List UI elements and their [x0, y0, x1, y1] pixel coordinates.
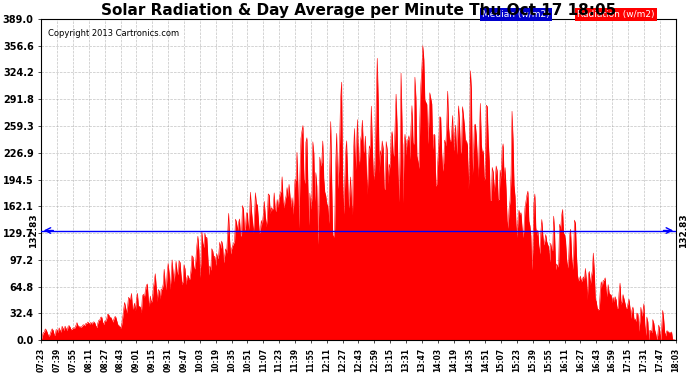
Text: 132.83: 132.83 — [29, 213, 38, 248]
Text: Median (w/m2): Median (w/m2) — [482, 10, 550, 19]
Text: Copyright 2013 Cartronics.com: Copyright 2013 Cartronics.com — [48, 28, 179, 38]
Text: Radiation (w/m2): Radiation (w/m2) — [578, 10, 655, 19]
Title: Solar Radiation & Day Average per Minute Thu Oct 17 18:05: Solar Radiation & Day Average per Minute… — [101, 3, 616, 18]
Text: 132.83: 132.83 — [679, 213, 688, 248]
